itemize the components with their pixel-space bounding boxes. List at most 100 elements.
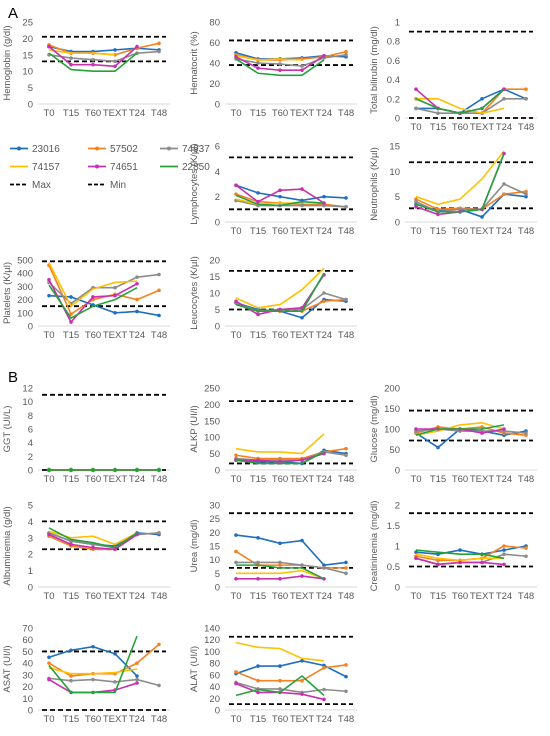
ytick-label: 200: [384, 384, 400, 395]
xtick-label: T15: [250, 714, 266, 725]
data-point-23016: [157, 313, 161, 318]
data-point-74651: [47, 677, 51, 682]
xtick-label: T48: [518, 591, 534, 602]
ytick-label: 0.6: [387, 56, 400, 67]
data-point-74937: [502, 182, 506, 186]
series-line-74937: [48, 50, 160, 63]
ytick-label: 200: [17, 295, 33, 306]
ytick-label: 0: [28, 583, 33, 594]
ytick-label: 200: [204, 400, 220, 411]
ytick-label: 30: [22, 670, 33, 681]
data-point-74651: [69, 62, 73, 67]
data-point-74937: [458, 207, 462, 212]
data-point-57502: [69, 312, 73, 316]
series-line-22850: [415, 153, 505, 213]
series-line-57502: [48, 643, 160, 677]
ytick-label: 2: [28, 550, 33, 561]
chart-bilirubin: 0 0.2 0.4 0.6 0.8 1 Total bilirubin (mg/dl) T0 T…: [369, 18, 537, 133]
xtick-label: T24: [129, 591, 145, 602]
ytick-label: 40: [22, 659, 33, 670]
xtick-label: T15: [430, 122, 446, 133]
xtick-label: T60: [452, 474, 468, 485]
data-point-74651: [135, 681, 139, 685]
xtick-label: T15: [63, 330, 79, 341]
xtick-label: T48: [338, 108, 354, 119]
xtick-label: T0: [410, 122, 421, 133]
series-line-74157: [415, 553, 504, 562]
data-point-57502: [502, 192, 506, 196]
legend-marker-74937: [167, 146, 171, 151]
ytick-label: 60: [209, 670, 220, 681]
series-line-74157: [415, 422, 505, 436]
chart-hematocrit: 0 20 40 60 80 Hematocrit (%) T0 T15 T60 TEXT T24 T4…: [189, 18, 357, 119]
xtick-label: T60: [85, 108, 101, 119]
ytick-label: 150: [384, 404, 400, 415]
ytick-label: 0: [215, 706, 220, 717]
xtick-label: T48: [151, 591, 167, 602]
xtick-label: T24: [316, 226, 332, 237]
series-line-23016: [48, 294, 160, 317]
data-point-74651: [256, 312, 260, 317]
data-point-74651: [135, 281, 139, 286]
y-axis-label: ASAT (UI/l): [2, 645, 13, 692]
ytick-label: 0.5: [387, 562, 400, 573]
series-line-74937: [415, 98, 526, 114]
ytick-label: 20: [22, 682, 33, 693]
series-line-74157: [235, 433, 325, 455]
data-point-57502: [480, 425, 484, 429]
xtick-label: T48: [518, 226, 534, 237]
xtick-label: T0: [230, 714, 241, 725]
series-line-74157: [48, 262, 138, 308]
xtick-label: T60: [272, 591, 288, 602]
data-point-74651: [436, 212, 440, 217]
xtick-label: T24: [316, 714, 332, 725]
data-point-74937: [278, 560, 282, 565]
ytick-label: 10: [22, 67, 33, 78]
data-point-57502: [322, 666, 326, 670]
data-point-74937: [524, 554, 528, 559]
ytick-label: 50: [389, 445, 400, 456]
series-line-57502: [415, 190, 527, 211]
data-point-74651: [414, 427, 418, 431]
chart-neutrophils: 0 5 10 15 Neutrophils (K/µl) T0 T15 T60 TEXT T24 T…: [369, 142, 537, 237]
ytick-label: 5: [395, 192, 400, 203]
y-axis-label: Hemoglobin (g/dl): [2, 26, 13, 101]
ytick-label: 0: [28, 322, 33, 333]
ytick-label: 5: [215, 305, 220, 316]
xtick-label: T15: [430, 226, 446, 237]
data-point-74937: [157, 683, 161, 688]
data-point-74937: [300, 563, 304, 567]
data-point-74651: [502, 427, 506, 431]
ytick-label: 20: [22, 34, 33, 45]
data-point-74651: [47, 278, 51, 282]
y-axis-label: Hematocrit (%): [189, 31, 200, 94]
data-point-57502: [157, 642, 161, 647]
chart-lymphocytes: 0 2 4 6 Lymphocytes (K/µl) T0 T15 T60 TEXT T24 T48: [189, 142, 357, 237]
data-point-74937: [69, 56, 73, 60]
data-point-74937: [344, 689, 348, 694]
data-point-57502: [344, 446, 348, 451]
series-line-74937: [48, 532, 160, 549]
data-point-74651: [234, 681, 238, 686]
data-point-74937: [69, 678, 73, 683]
data-point-23016: [69, 295, 73, 299]
y-axis-label: Leucocytes (K/µl): [189, 256, 200, 330]
xtick-label: T24: [316, 330, 332, 341]
xtick-label: T0: [230, 330, 241, 341]
panel-label-b: B: [8, 369, 18, 386]
y-axis-label: Lymphocytes (K/µl): [189, 143, 200, 224]
series-line-57502: [235, 447, 347, 460]
xtick-label: T24: [496, 122, 512, 133]
ytick-label: 60: [22, 635, 33, 646]
data-point-74937: [524, 192, 528, 196]
series-line-74157: [48, 49, 116, 56]
data-point-57502: [135, 297, 139, 302]
xtick-label: T48: [338, 474, 354, 485]
data-point-74937: [300, 64, 304, 68]
data-point-74651: [300, 187, 304, 191]
ytick-label: 20: [209, 528, 220, 539]
xtick-label: TEXT: [470, 591, 494, 602]
legend-label-22850: 22850: [182, 162, 210, 173]
xtick-label: T24: [496, 474, 512, 485]
series-line-57502: [415, 88, 526, 114]
